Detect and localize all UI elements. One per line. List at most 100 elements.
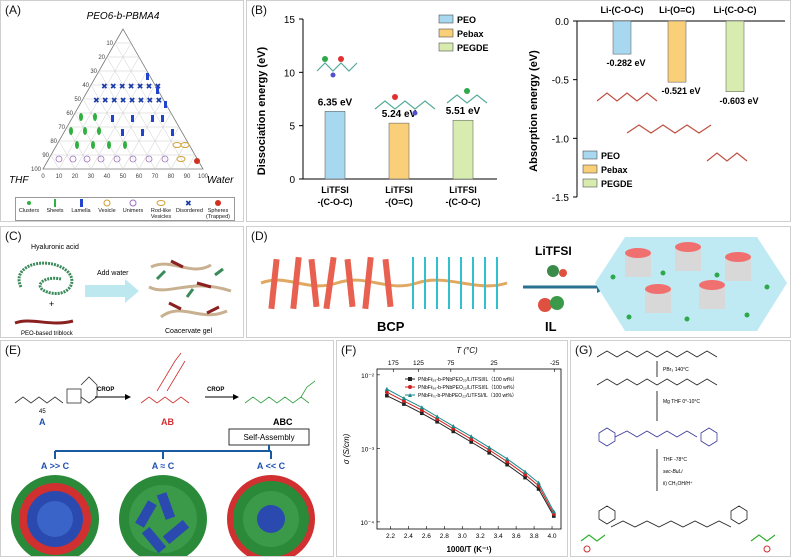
bottom-tick: 50 (120, 174, 127, 180)
legend-clusters: Clusters (18, 208, 40, 214)
absorption-bar (725, 20, 745, 93)
molecule-ab-label: AB (161, 417, 174, 427)
corner-water: Water (207, 175, 234, 186)
bar-value-label: 5.24 eV (382, 109, 417, 120)
conductivity-chart: T (°C) σ (S/cm) 1000/T (K⁻¹) 2.2 2.4 2.6 2.… (342, 346, 562, 554)
dissociation-bar (388, 122, 410, 180)
ternary-title: PEO6-b-PBMA4 (87, 11, 160, 22)
condition-a-much-less: A << C (257, 461, 286, 471)
clusters-icon (27, 201, 31, 205)
micelle-spheres (11, 475, 315, 556)
ytick-label: 10⁻⁴ (361, 520, 375, 527)
data-point (451, 429, 456, 434)
phase-legend: Clusters Sheets Lamella Vesicle Unimers … (15, 197, 235, 221)
bottom-tick: 0 (41, 174, 45, 180)
left-tick: 20 (98, 55, 105, 61)
self-assembly-label: Self-Assembly (243, 433, 294, 442)
conductivity-series-line (386, 395, 555, 517)
dissociation-bar (452, 119, 474, 180)
panel-f: (F) T (°C) σ (S/cm) 1000/T (K⁻¹) 2.2 2.4 2… (336, 340, 568, 557)
xtick-label: 4.0 (548, 533, 557, 540)
bar-value-label: 6.35 eV (318, 97, 353, 108)
xtick-label: 2.2 (386, 533, 395, 540)
unimers-icon (129, 199, 137, 207)
triblock-label: PEO-based triblock (21, 331, 74, 337)
legend-disordered: Disordered (176, 208, 203, 214)
condition-a-much-greater: A >> C (41, 461, 70, 471)
data-point (505, 462, 509, 467)
panel-g: (G) PBr₃ 140°C Mg THF 0°-10°C THF -78°C … (570, 340, 791, 557)
triblock-chain (14, 319, 74, 325)
peg-diol (596, 350, 718, 358)
vesicle-icon (103, 199, 111, 207)
left-tick: 10 (106, 41, 113, 47)
molecule-a-label: A (39, 417, 46, 427)
ytick-label: 0 (289, 175, 295, 186)
top-tick-label: 25 (490, 360, 498, 367)
xtick-label: 3.6 (512, 533, 521, 540)
panel-c: (C) Hyaluronic acid + PEO-based triblock… (0, 226, 244, 338)
data-point (486, 445, 492, 450)
bottom-tick: 20 (72, 174, 79, 180)
conductivity-series-line (386, 388, 555, 512)
step-3-quench: ii) CH₃OH/H⁺ (663, 481, 693, 487)
legend-pebax: Pebax (457, 29, 484, 39)
red-side-groups (583, 545, 771, 553)
top-tick-label: 125 (413, 360, 424, 367)
panel-c-label: (C) (5, 229, 22, 243)
sheets-icon (54, 199, 56, 207)
data-point (469, 440, 474, 444)
category-label: LiTFSI (449, 185, 477, 195)
data-point (551, 509, 557, 514)
data-point (536, 487, 541, 491)
rod-vesicle-icon (156, 200, 166, 206)
left-tick: 80 (50, 139, 57, 145)
data-point (536, 480, 541, 485)
peo-blocks (412, 257, 498, 309)
n45-label: 45 (39, 409, 46, 415)
left-tick: 30 (90, 69, 97, 75)
xtick-label: 2.8 (440, 533, 449, 540)
left-tick: 70 (58, 125, 65, 131)
panel-a: (A) PEO6-b-PBMA4 100 90 80 70 60 (0, 0, 244, 222)
ternary-phase-diagram: PEO6-b-PBMA4 100 90 80 70 60 50 4 (9, 11, 234, 186)
data-point (523, 475, 527, 480)
svg-text:✖ ✖ ✖ ✖ ✖ ✖ ✖ ✖: ✖ ✖ ✖ ✖ ✖ ✖ ✖ ✖ (93, 96, 162, 105)
dissociation-ylabel: Dissociation energy (eV) (256, 46, 268, 175)
data-point (384, 386, 390, 391)
category-label: -(C-O-C) (318, 197, 353, 207)
bar-value-label: -0.521 eV (661, 86, 700, 96)
plot-frame (376, 368, 562, 530)
panel-d: (D) BCP LiTFSI IL (246, 226, 791, 338)
synthesis-route: PBr₃ 140°C Mg THF 0°-10°C THF -78°C sec-… (580, 350, 776, 553)
il-label: IL (545, 319, 557, 334)
molecule-ab (140, 352, 190, 404)
bottom-tick: 30 (88, 174, 95, 180)
panel-e: (E) 45 A CROP AB CROP ABC Self-Assembly (0, 340, 334, 557)
top-label-3: Li-(C-O-C) (714, 5, 757, 15)
ternary-grid (50, 42, 196, 170)
left-legend: PEO Pebax PEGDE (438, 14, 489, 53)
atom-dots (322, 56, 470, 116)
legend-series-2: PNbFℓ₃₆-b-PNbPEO₂₂/LiTFSI/IL（100 wt%） (418, 385, 518, 391)
panel-b: (B) Dissociation energy (eV) 0 5 10 15 6.35… (246, 0, 791, 222)
phase-markers: ✖ ✖ ✖ ✖ ✖ ✖ ✖ ✖ ✖ ✖ ✖ ✖ ✖ ✖ ✖ (55, 73, 200, 164)
legend-lamella: Lamella (71, 208, 91, 214)
molecule-abc-label: ABC (273, 417, 293, 427)
bottom-tick: 60 (136, 174, 143, 180)
bottom-tick: 70 (152, 174, 159, 180)
step-2-conditions: Mg THF 0°-10°C (663, 399, 700, 405)
plus-sign: + (49, 299, 54, 309)
xtick-label: 3.0 (458, 533, 467, 540)
absorption-bar (667, 20, 687, 83)
bcp-label: BCP (377, 319, 405, 334)
legend-rod-like: Rod-like Vesicles (150, 208, 172, 220)
xtick-label: 2.4 (404, 533, 413, 540)
right-molecules (596, 92, 748, 162)
data-point (505, 459, 510, 464)
data-point (420, 411, 424, 416)
data-point (419, 405, 425, 410)
legend-unimers: Unimers (122, 208, 144, 214)
ion-dots (610, 270, 770, 322)
data-point (487, 450, 491, 455)
